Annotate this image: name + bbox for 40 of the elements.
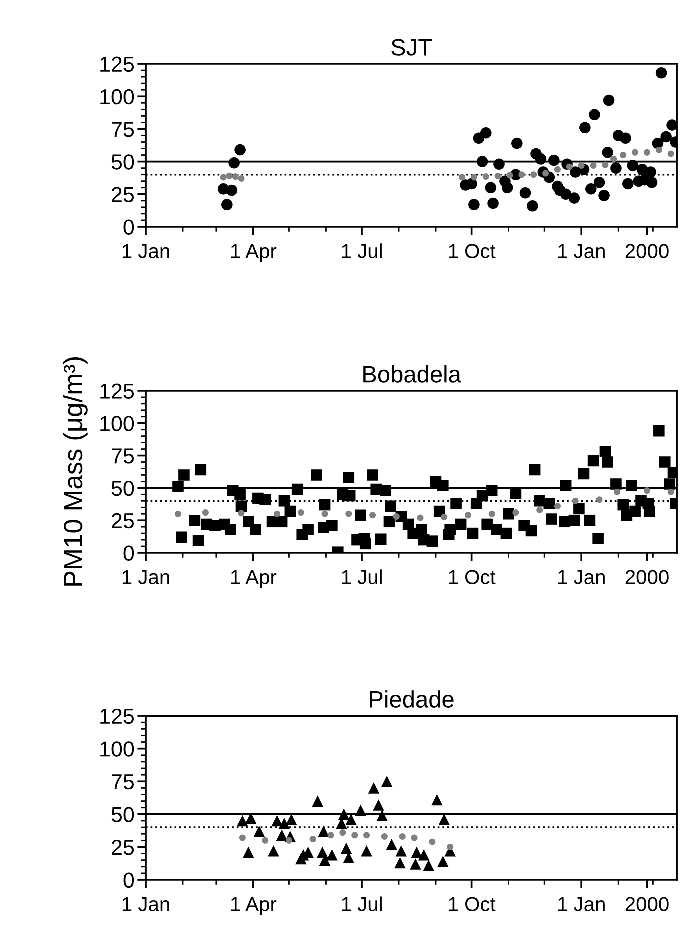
y-tick-label: 75	[112, 774, 134, 790]
x-tick-label: 1 Apr	[231, 244, 277, 262]
x-tick-label: 1 Oct	[449, 244, 496, 258]
y-tick-label: 125	[100, 56, 134, 72]
y-tick-label: 25	[112, 187, 134, 202]
y-tick-label: 0	[124, 546, 134, 562]
chart-title: Piedade	[370, 690, 454, 708]
y-tick-label: 75	[112, 448, 134, 464]
x-tick-label: 1 Jul	[342, 570, 382, 584]
y-tick-label: 25	[112, 513, 134, 529]
x-tick-label: 1 Jan	[122, 897, 170, 912]
x-tick-label: 1 Jul	[342, 896, 382, 912]
y-tick-label: 100	[100, 416, 134, 432]
y-tick-label: 0	[124, 872, 134, 888]
y-tick-label: 100	[100, 89, 134, 105]
x-tick-label: 1 Jan	[122, 244, 170, 258]
x-tick-label: 1 Jan	[122, 570, 170, 584]
x-tick-label: 1 Jan	[558, 244, 605, 258]
x-tick-label: 1 Apr	[231, 570, 277, 588]
chart-title: SJT	[392, 39, 432, 56]
x-tick-label: 1 Jan	[558, 570, 605, 584]
x-tick-label: 1 Oct	[449, 897, 496, 912]
x-tick-label: 1 Jul	[342, 244, 382, 258]
y-tick-label: 125	[100, 384, 134, 399]
x-tick-label: 1 Oct	[449, 570, 496, 584]
y-tick-label: 100	[100, 742, 134, 757]
y-axis-title: PM10 Mass (μg/m³)	[63, 358, 88, 586]
x-tick-label: 2000	[626, 244, 669, 258]
chart-title: Bobadela	[364, 366, 462, 383]
y-tick-label: 0	[124, 220, 134, 235]
y-tick-label: 25	[112, 840, 134, 856]
y-tick-label: 75	[112, 122, 134, 138]
y-tick-label: 50	[112, 480, 134, 496]
y-tick-label: 50	[112, 807, 134, 822]
y-tick-label: 125	[100, 708, 134, 724]
x-tick-label: 2000	[626, 897, 669, 912]
y-tick-label: 50	[112, 154, 134, 170]
x-tick-label: 2000	[626, 570, 669, 584]
x-tick-label: 1 Jan	[558, 897, 605, 912]
x-tick-label: 1 Apr	[231, 897, 277, 916]
